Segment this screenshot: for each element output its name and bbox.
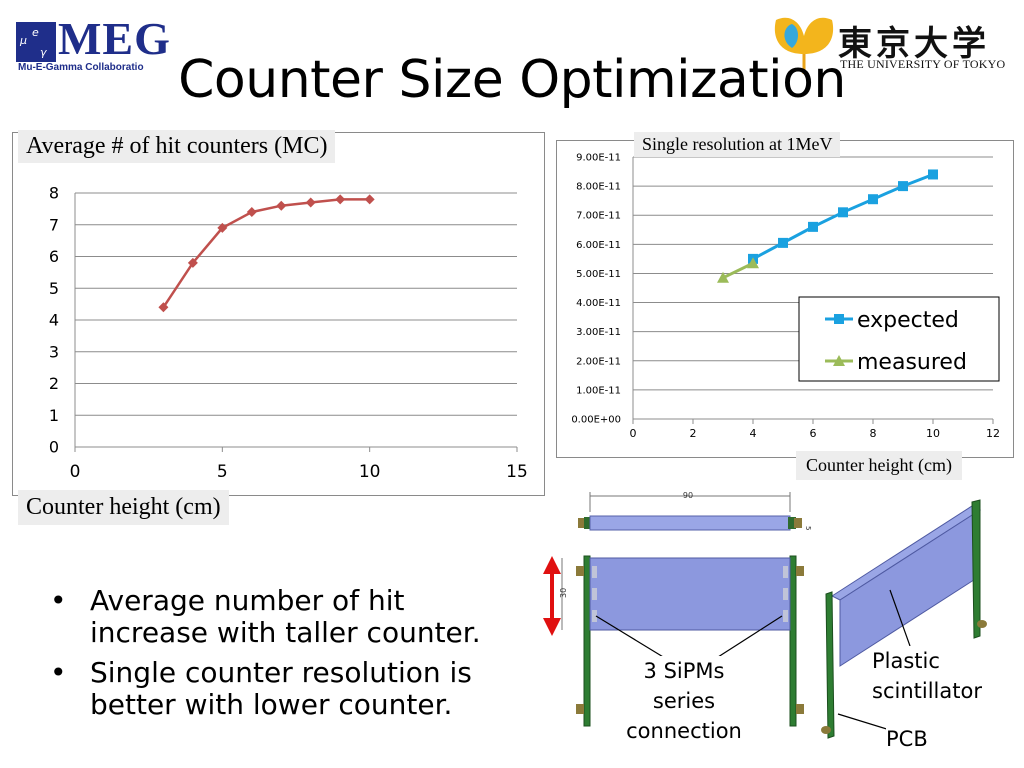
- bullet-glyph: •: [50, 656, 67, 689]
- legend-marker: [833, 355, 845, 366]
- x-tick-label: 10: [359, 462, 381, 482]
- dim-thickness: 5: [804, 526, 812, 530]
- y-tick-label: 9.00E-11: [576, 153, 621, 164]
- label-sipm-line: connection: [626, 719, 742, 743]
- x-tick-label: 0: [70, 462, 81, 482]
- chart-single-resolution: 0.00E+00 1.00E-11 2.00E-11 3.00E-11 4.00E-11…: [556, 140, 1014, 458]
- data-point: [158, 302, 169, 313]
- y-tick-label: 0: [49, 438, 59, 457]
- chart-legend: expected measured: [798, 296, 1000, 382]
- y-tick-label: 3: [49, 342, 59, 361]
- chart-single-resolution-xlabel: Counter height (cm): [796, 451, 962, 480]
- data-point: [928, 169, 938, 180]
- bullet-text: Average number of hit increase with tall…: [90, 584, 481, 649]
- label-plastic-line: Plastic: [872, 649, 940, 673]
- meg-logo-mark: μ e γ: [16, 22, 56, 62]
- meg-logo-text: MEG: [58, 13, 171, 64]
- data-point: [246, 207, 257, 218]
- svg-text:e: e: [32, 26, 39, 39]
- legend-label: measured: [857, 350, 967, 375]
- data-point: [364, 194, 375, 205]
- y-tick-label: 8: [49, 184, 59, 203]
- y-tick-label: 2.00E-11: [576, 356, 621, 367]
- meg-logo-subtitle: Mu-E-Gamma Collaboratio: [18, 62, 144, 73]
- chart-hit-counters-title: Average # of hit counters (MC): [18, 130, 336, 163]
- y-tick-label: 4: [49, 311, 59, 330]
- label-pcb: PCB: [886, 724, 946, 754]
- y-tick-label: 5: [49, 279, 59, 298]
- y-tick-label: 1.00E-11: [576, 385, 621, 396]
- y-tick-label: 6: [49, 247, 59, 266]
- bullet-list: • Average number of hit increase with tal…: [50, 585, 520, 729]
- dim-height: 30: [559, 588, 568, 598]
- x-tick-label: 0: [630, 427, 637, 440]
- x-tick-label: 4: [750, 427, 757, 440]
- chart-hit-counters-xlabel: Counter height (cm): [18, 490, 229, 525]
- data-point: [747, 257, 759, 269]
- counter-3d-view: [821, 499, 987, 739]
- data-point: [305, 197, 316, 208]
- y-tick-label: 0.00E+00: [571, 415, 621, 426]
- ginkgo-leaf-icon: [774, 17, 834, 74]
- meg-logo: μ e γ: [16, 18, 196, 82]
- x-tick-label: 8: [870, 427, 877, 440]
- data-point: [717, 271, 729, 283]
- svg-text:γ: γ: [40, 46, 47, 59]
- chart-hit-counters: 0 1 2 3 4 5 6 7 8 0 5 10 15: [12, 132, 545, 496]
- series-line: [162, 198, 370, 308]
- x-tick-label: 5: [217, 462, 228, 482]
- y-tick-label: 6.00E-11: [576, 240, 621, 251]
- svg-text:μ: μ: [19, 34, 27, 47]
- label-plastic-scintillator: Plastic scintillator: [872, 646, 990, 706]
- chart-hit-counters-plot: 0 1 2 3 4 5 6 7 8 0 5 10 15: [49, 184, 528, 482]
- y-tick-label: 3.00E-11: [576, 327, 621, 338]
- legend-box: [798, 296, 1000, 382]
- label-sipm-line: 3 SiPMs: [643, 659, 725, 683]
- data-point: [838, 207, 848, 218]
- y-tick-label: 7: [49, 215, 59, 234]
- slide-title: Counter Size Optimization: [178, 50, 846, 110]
- label-sipm-connection: 3 SiPMs series connection: [616, 656, 752, 746]
- data-point: [778, 237, 788, 248]
- label-plastic-line: scintillator: [872, 679, 982, 703]
- label-sipm-line: series: [652, 689, 716, 713]
- data-point: [808, 221, 818, 232]
- dim-width: 90: [683, 491, 693, 500]
- y-tick-label: 1: [49, 406, 59, 425]
- y-tick-label: 7.00E-11: [576, 211, 621, 222]
- counter-top-view: 90 5: [578, 491, 812, 531]
- data-point: [217, 222, 228, 233]
- x-tick-label: 10: [926, 427, 940, 440]
- y-tick-label: 2: [49, 374, 59, 393]
- series-line: [722, 261, 754, 280]
- height-arrow-icon: [543, 556, 561, 636]
- y-tick-label: 8.00E-11: [576, 182, 621, 193]
- legend-label: expected: [857, 308, 959, 333]
- university-logo: [770, 14, 1010, 78]
- data-point: [276, 200, 287, 211]
- x-tick-label: 12: [986, 427, 1000, 440]
- data-point: [898, 181, 908, 192]
- chart-single-resolution-plot: 0.00E+00 1.00E-11 2.00E-11 3.00E-11 4.00E-11…: [571, 153, 1000, 441]
- legend-marker: [834, 314, 844, 324]
- bullet-item: • Single counter resolution is better wit…: [50, 657, 520, 721]
- x-tick-label: 2: [690, 427, 697, 440]
- counter-front-view: 30: [559, 555, 804, 727]
- university-name-jp: 東京大学: [838, 24, 990, 64]
- data-point: [187, 257, 198, 268]
- university-name-en: THE UNIVERSITY OF TOKYO: [840, 57, 1006, 71]
- data-point: [868, 194, 878, 205]
- bullet-item: • Average number of hit increase with tal…: [50, 585, 520, 649]
- bullet-glyph: •: [50, 584, 67, 617]
- data-point: [335, 194, 346, 205]
- x-tick-label: 15: [506, 462, 528, 482]
- y-tick-label: 4.00E-11: [576, 298, 621, 309]
- y-tick-label: 5.00E-11: [576, 269, 621, 280]
- chart-single-resolution-title: Single resolution at 1MeV: [634, 132, 841, 157]
- bullet-text: Single counter resolution is better with…: [90, 656, 472, 721]
- x-tick-label: 6: [810, 427, 817, 440]
- counter-diagram: 90 5 30: [543, 491, 987, 739]
